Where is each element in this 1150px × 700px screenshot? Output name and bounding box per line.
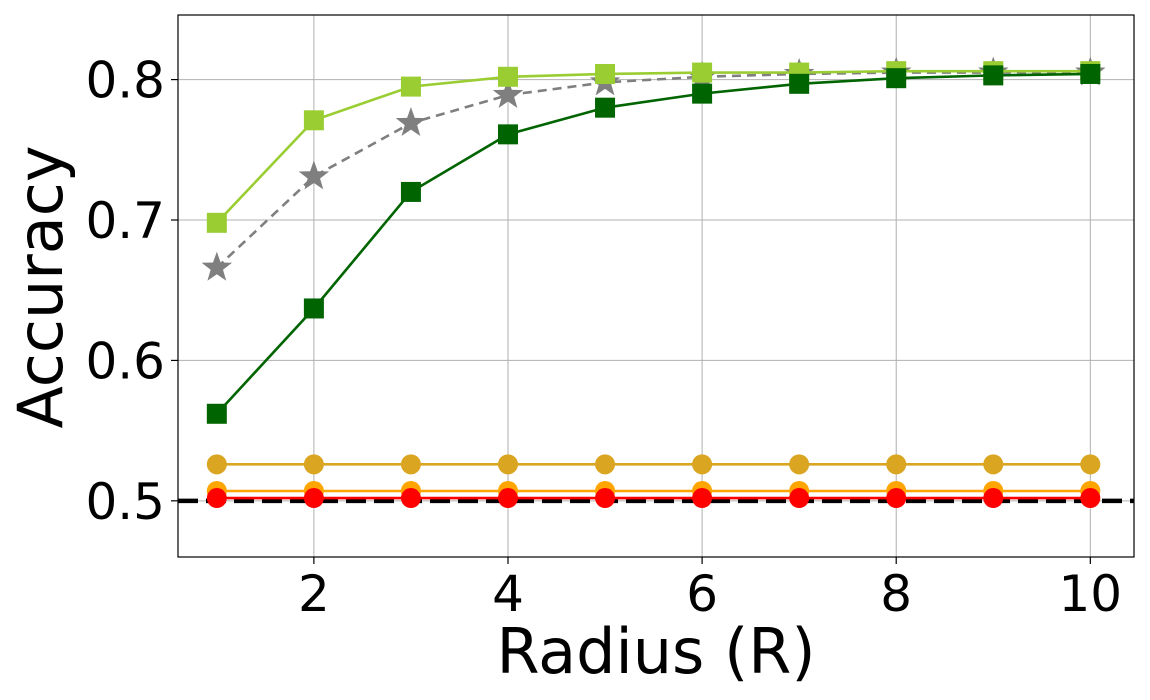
- star-marker: [395, 107, 427, 137]
- series-2: [206, 61, 1101, 233]
- circle-marker: [1080, 488, 1101, 509]
- y-tick-label: 0.6: [85, 332, 165, 390]
- circle-marker: [886, 488, 907, 509]
- square-marker: [497, 124, 518, 145]
- x-tick-label: 10: [1059, 565, 1123, 623]
- x-axis-label: Radius (R): [496, 615, 815, 688]
- square-marker: [983, 65, 1004, 86]
- ticks: 2 4 6 8 10 0.5 0.6 0.7 0.8: [85, 52, 1122, 623]
- circle-marker: [983, 488, 1004, 509]
- square-marker: [1080, 63, 1101, 84]
- square-marker: [692, 62, 713, 83]
- x-tick-label: 8: [880, 565, 912, 623]
- y-axis-label: Accuracy: [4, 145, 77, 428]
- circle-marker: [206, 454, 227, 475]
- star-marker: [492, 79, 524, 108]
- series-3-line: [215, 72, 1091, 415]
- circle-marker: [886, 454, 907, 475]
- circle-marker: [983, 454, 1004, 475]
- star-marker: [201, 251, 233, 281]
- square-marker: [497, 66, 518, 87]
- square-marker: [595, 97, 616, 118]
- y-tick-label: 0.8: [85, 52, 165, 110]
- series-group: [201, 56, 1106, 509]
- circle-marker: [692, 454, 713, 475]
- series-4: [206, 454, 1101, 475]
- x-tick-label: 4: [492, 565, 524, 623]
- square-marker: [692, 83, 713, 104]
- circle-marker: [303, 488, 324, 509]
- circle-marker: [789, 488, 810, 509]
- square-marker: [886, 68, 907, 89]
- square-marker: [206, 403, 227, 424]
- square-marker: [789, 73, 810, 94]
- circle-marker: [497, 454, 518, 475]
- circle-marker: [303, 454, 324, 475]
- square-marker: [595, 63, 616, 84]
- series-6: [206, 488, 1101, 509]
- circle-marker: [692, 488, 713, 509]
- circle-marker: [595, 454, 616, 475]
- square-marker: [303, 298, 324, 319]
- circle-marker: [400, 454, 421, 475]
- circle-marker: [206, 488, 227, 509]
- plot-frame: [177, 14, 1135, 558]
- y-tick-label: 0.7: [85, 192, 165, 250]
- square-marker: [400, 181, 421, 202]
- series-1-line: [215, 71, 1091, 269]
- circle-marker: [400, 488, 421, 509]
- circle-marker: [789, 454, 810, 475]
- circle-marker: [595, 488, 616, 509]
- square-marker: [400, 76, 421, 97]
- series-1: [201, 56, 1106, 281]
- circle-marker: [497, 488, 518, 509]
- star-marker: [298, 160, 330, 190]
- series-2-line: [215, 69, 1091, 224]
- x-tick-label: 2: [298, 565, 330, 623]
- square-marker: [206, 212, 227, 233]
- x-tick-label: 6: [686, 565, 718, 623]
- circle-marker: [1080, 454, 1101, 475]
- square-marker: [303, 110, 324, 131]
- series-3: [206, 63, 1101, 424]
- grid: [178, 15, 1134, 557]
- y-tick-label: 0.5: [85, 473, 165, 531]
